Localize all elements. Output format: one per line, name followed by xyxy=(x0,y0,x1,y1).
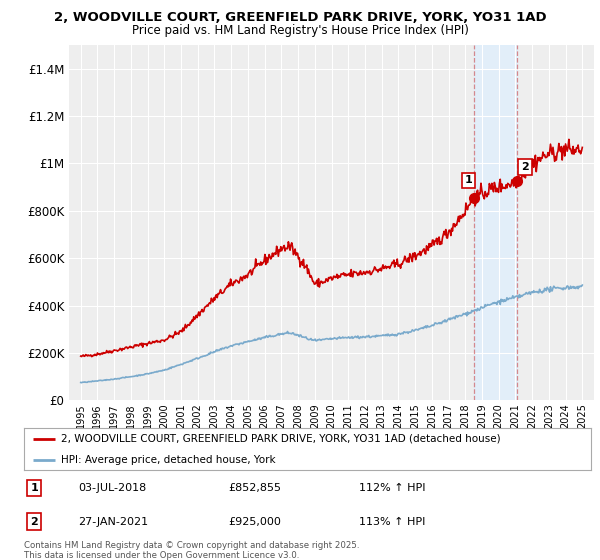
Text: 2: 2 xyxy=(521,162,529,172)
Text: £852,855: £852,855 xyxy=(228,483,281,493)
Text: 2, WOODVILLE COURT, GREENFIELD PARK DRIVE, YORK, YO31 1AD (detached house): 2, WOODVILLE COURT, GREENFIELD PARK DRIV… xyxy=(61,434,500,444)
Text: 03-JUL-2018: 03-JUL-2018 xyxy=(78,483,146,493)
Text: Contains HM Land Registry data © Crown copyright and database right 2025.
This d: Contains HM Land Registry data © Crown c… xyxy=(24,540,359,560)
Text: HPI: Average price, detached house, York: HPI: Average price, detached house, York xyxy=(61,455,275,465)
Text: 2: 2 xyxy=(31,516,38,526)
Text: Price paid vs. HM Land Registry's House Price Index (HPI): Price paid vs. HM Land Registry's House … xyxy=(131,24,469,37)
Text: 113% ↑ HPI: 113% ↑ HPI xyxy=(359,516,425,526)
Text: 2, WOODVILLE COURT, GREENFIELD PARK DRIVE, YORK, YO31 1AD: 2, WOODVILLE COURT, GREENFIELD PARK DRIV… xyxy=(53,11,547,24)
Bar xyxy=(473,45,517,400)
Text: 1: 1 xyxy=(465,175,472,185)
Text: 112% ↑ HPI: 112% ↑ HPI xyxy=(359,483,425,493)
Text: 27-JAN-2021: 27-JAN-2021 xyxy=(78,516,148,526)
Text: 1: 1 xyxy=(31,483,38,493)
Text: £925,000: £925,000 xyxy=(228,516,281,526)
